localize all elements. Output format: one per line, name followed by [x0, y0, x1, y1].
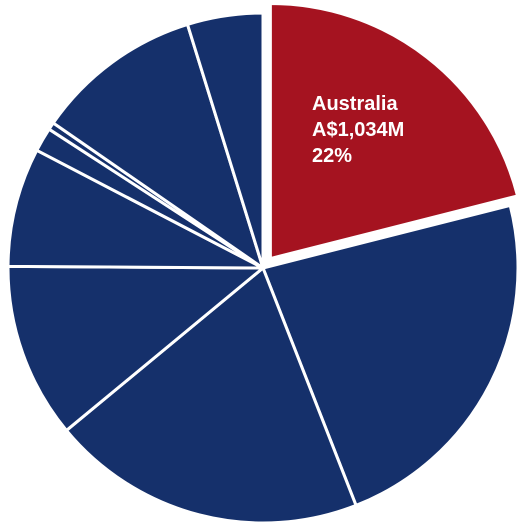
pie-slice-4 — [6, 264, 265, 432]
pie-slice-5 — [6, 148, 265, 270]
pie-slice-label-australia: Australia A$1,034M 22% — [312, 93, 404, 167]
pie-labels: Australia A$1,034M 22% — [312, 93, 404, 167]
pie-label-line: A$1,034M — [312, 119, 404, 141]
pie-label-line: Australia — [312, 93, 398, 115]
pie-slice-australia — [268, 2, 519, 261]
pie-slice-3 — [64, 266, 358, 524]
pie-slice-9 — [185, 11, 265, 270]
pie-label-line: 22% — [312, 145, 352, 167]
pie-slice-8 — [51, 22, 265, 270]
pie-slices — [6, 2, 519, 524]
